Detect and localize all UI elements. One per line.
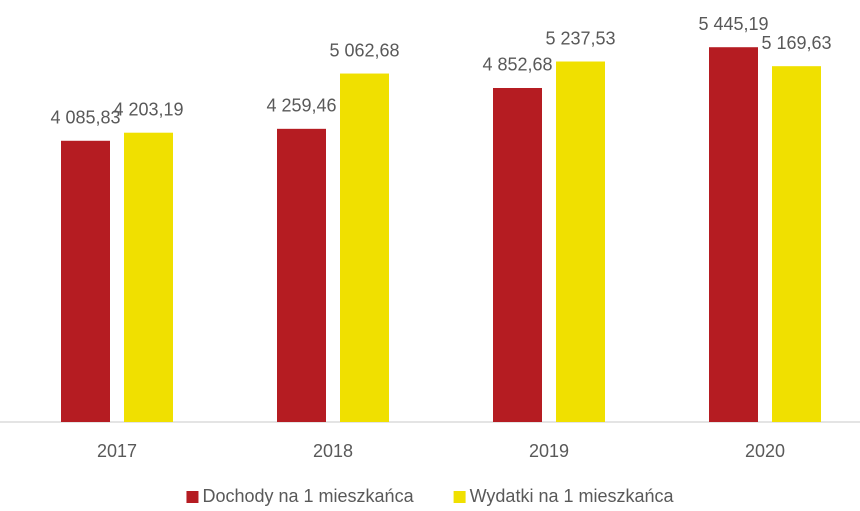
bar (556, 61, 605, 422)
bar (124, 132, 173, 423)
data-label: 4 203,19 (113, 99, 183, 119)
legend-label: Wydatki na 1 mieszkańca (470, 486, 675, 506)
bar (709, 47, 758, 422)
x-tick-label: 2018 (313, 441, 353, 461)
bar (61, 140, 110, 422)
data-label: 5 169,63 (761, 33, 831, 53)
bar (493, 87, 542, 422)
data-label: 5 062,68 (329, 40, 399, 60)
data-label: 4 085,83 (50, 108, 120, 128)
x-tick-label: 2019 (529, 441, 569, 461)
legend-label: Dochody na 1 mieszkańca (202, 486, 414, 506)
bar (340, 73, 389, 423)
x-tick-label: 2017 (97, 441, 137, 461)
bar (277, 128, 326, 422)
data-label: 4 852,68 (482, 55, 552, 75)
legend-swatch (186, 491, 199, 503)
bar (772, 66, 821, 422)
legend-swatch (453, 491, 466, 503)
data-label: 5 237,53 (545, 28, 615, 48)
data-label: 4 259,46 (266, 96, 336, 116)
x-tick-label: 2020 (745, 441, 785, 461)
data-label: 5 445,19 (698, 14, 768, 34)
